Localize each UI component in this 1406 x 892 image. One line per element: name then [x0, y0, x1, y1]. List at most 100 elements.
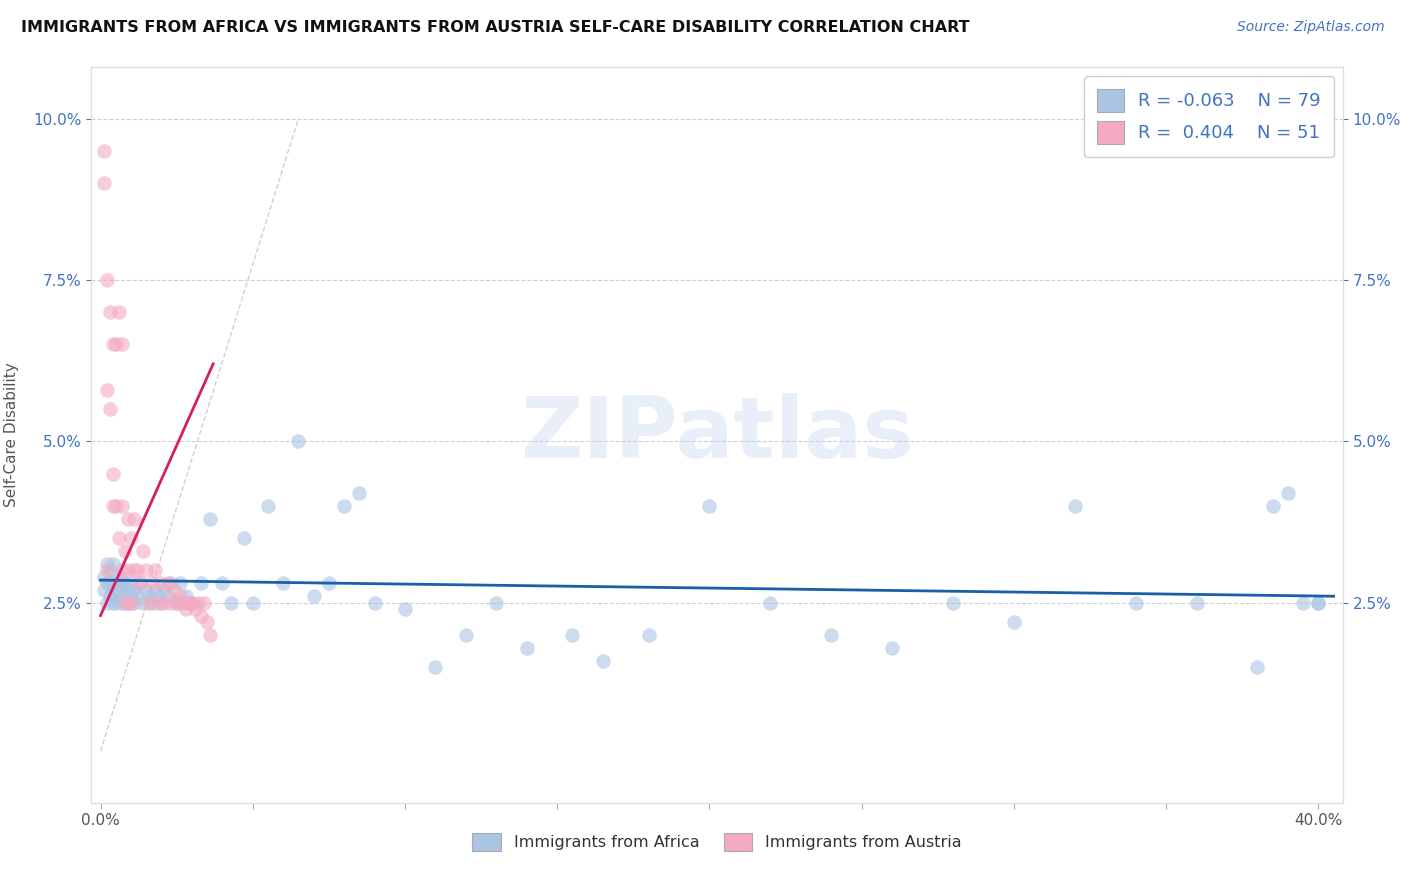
Point — [135, 563, 157, 577]
Point — [166, 596, 188, 610]
Point — [425, 660, 447, 674]
Point — [125, 589, 148, 603]
Point — [132, 544, 155, 558]
Point — [93, 144, 115, 158]
Point — [141, 576, 163, 591]
Y-axis label: Self-Care Disability: Self-Care Disability — [4, 362, 20, 508]
Point — [1063, 499, 1085, 513]
Point — [153, 582, 176, 597]
Point — [101, 557, 124, 571]
Point — [820, 628, 842, 642]
Point — [1277, 486, 1299, 500]
Point — [190, 608, 212, 623]
Point — [104, 576, 127, 591]
Text: ZIPatlas: ZIPatlas — [520, 393, 914, 476]
Point — [637, 628, 659, 642]
Point — [1125, 596, 1147, 610]
Point — [117, 596, 139, 610]
Point — [129, 576, 152, 591]
Point — [117, 512, 139, 526]
Point — [177, 596, 200, 610]
Point — [93, 570, 115, 584]
Point — [318, 576, 340, 591]
Point — [138, 596, 160, 610]
Point — [111, 337, 134, 351]
Point — [117, 582, 139, 597]
Point — [1261, 499, 1284, 513]
Point — [187, 596, 209, 610]
Point — [190, 576, 212, 591]
Point — [117, 563, 139, 577]
Point — [156, 576, 179, 591]
Point — [1308, 596, 1330, 610]
Point — [882, 640, 904, 655]
Point — [107, 305, 129, 319]
Point — [1185, 596, 1208, 610]
Point — [148, 596, 170, 610]
Legend: Immigrants from Africa, Immigrants from Austria: Immigrants from Africa, Immigrants from … — [465, 826, 969, 857]
Point — [561, 628, 583, 642]
Point — [107, 531, 129, 545]
Point — [153, 596, 176, 610]
Point — [150, 576, 173, 591]
Point — [96, 563, 118, 577]
Point — [159, 576, 181, 591]
Point — [516, 640, 538, 655]
Point — [96, 383, 118, 397]
Point — [242, 596, 264, 610]
Point — [122, 512, 145, 526]
Point — [111, 499, 134, 513]
Point — [120, 576, 142, 591]
Point — [96, 273, 118, 287]
Text: IMMIGRANTS FROM AFRICA VS IMMIGRANTS FROM AUSTRIA SELF-CARE DISABILITY CORRELATI: IMMIGRANTS FROM AFRICA VS IMMIGRANTS FRO… — [21, 20, 970, 35]
Point — [195, 615, 218, 629]
Point — [104, 337, 127, 351]
Point — [156, 589, 179, 603]
Point — [98, 305, 121, 319]
Point — [132, 596, 155, 610]
Point — [107, 582, 129, 597]
Point — [184, 602, 207, 616]
Point — [104, 596, 127, 610]
Point — [1292, 596, 1315, 610]
Point — [287, 434, 309, 449]
Point — [1002, 615, 1025, 629]
Point — [122, 596, 145, 610]
Point — [1308, 596, 1330, 610]
Point — [394, 602, 416, 616]
Point — [125, 563, 148, 577]
Point — [159, 596, 181, 610]
Point — [104, 589, 127, 603]
Point — [98, 589, 121, 603]
Point — [96, 596, 118, 610]
Point — [349, 486, 371, 500]
Point — [98, 402, 121, 417]
Point — [98, 563, 121, 577]
Point — [101, 596, 124, 610]
Point — [759, 596, 782, 610]
Point — [129, 576, 152, 591]
Point — [699, 499, 721, 513]
Point — [101, 337, 124, 351]
Point — [180, 596, 202, 610]
Point — [180, 596, 202, 610]
Point — [135, 582, 157, 597]
Point — [211, 576, 233, 591]
Point — [257, 499, 280, 513]
Point — [101, 467, 124, 481]
Point — [363, 596, 385, 610]
Point — [111, 596, 134, 610]
Point — [174, 602, 197, 616]
Point — [148, 589, 170, 603]
Point — [172, 596, 194, 610]
Point — [302, 589, 325, 603]
Point — [198, 628, 221, 642]
Point — [98, 576, 121, 591]
Point — [942, 596, 965, 610]
Point — [592, 654, 614, 668]
Point — [104, 499, 127, 513]
Point — [114, 576, 136, 591]
Point — [271, 576, 294, 591]
Point — [117, 596, 139, 610]
Point — [1246, 660, 1268, 674]
